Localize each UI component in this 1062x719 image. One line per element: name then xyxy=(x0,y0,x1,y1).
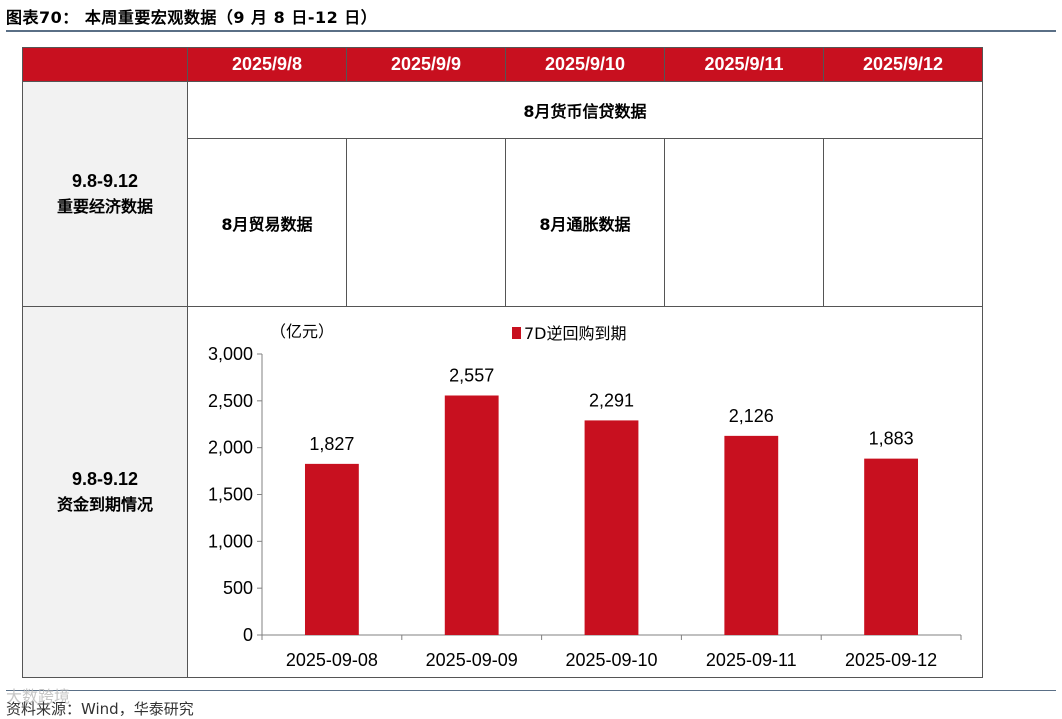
figure-title: 图表70： 本周重要宏观数据（9 月 8 日-12 日） xyxy=(6,8,378,27)
legend-swatch xyxy=(512,327,521,339)
econ-cell xyxy=(823,138,983,307)
econ-row-label-dates: 9.8-9.12 xyxy=(71,171,139,191)
column-header: 2025/9/12 xyxy=(823,47,983,82)
econ-cell: 8月贸易数据 xyxy=(187,138,347,307)
y-tick-label: 1,500 xyxy=(208,485,253,505)
footer-rule xyxy=(6,690,1056,691)
chart-legend: 7D逆回购到期 xyxy=(512,324,627,343)
x-tick-label: 2025-09-12 xyxy=(845,650,937,670)
econ-cell xyxy=(346,138,506,307)
y-tick-label: 500 xyxy=(223,578,253,598)
header-row: 2025/9/8 2025/9/9 2025/9/10 2025/9/11 20… xyxy=(22,47,983,82)
monetary-credit-cell: 8月货币信贷数据 xyxy=(187,81,983,139)
x-tick-label: 2025-09-10 xyxy=(565,650,657,670)
macro-data-table: 2025/9/8 2025/9/9 2025/9/10 2025/9/11 20… xyxy=(22,47,983,678)
data-labels: 1,827 2,557 2,291 2,126 1,883 xyxy=(309,365,913,453)
econ-data-row-bottom: 8月贸易数据 8月通胀数据 xyxy=(23,138,983,307)
econ-cell: 8月通胀数据 xyxy=(505,138,665,307)
legend-label: 7D逆回购到期 xyxy=(524,324,627,343)
source-note: 资料来源：Wind，华泰研究 xyxy=(6,700,194,718)
econ-cell xyxy=(664,138,824,307)
x-tick-label: 2025-09-08 xyxy=(286,650,378,670)
data-label: 2,126 xyxy=(729,406,774,426)
funds-row-label: 9.8-9.12 资金到期情况 xyxy=(22,306,188,678)
data-label: 2,557 xyxy=(449,365,494,385)
bar xyxy=(864,458,919,635)
funds-row-label-text: 资金到期情况 xyxy=(56,495,153,514)
y-tick-label: 0 xyxy=(243,625,253,645)
funds-row: 9.8-9.12 资金到期情况 （亿元） 7D逆回购到期 0 500 1,000 1,… xyxy=(22,306,983,678)
x-tick-label: 2025-09-09 xyxy=(426,650,518,670)
econ-row-label-text: 重要经济数据 xyxy=(56,197,153,216)
bar xyxy=(724,435,779,635)
title-rule xyxy=(6,30,1056,32)
data-label: 2,291 xyxy=(589,390,634,410)
funds-row-label-dates: 9.8-9.12 xyxy=(71,469,139,489)
column-header: 2025/9/9 xyxy=(346,47,506,82)
x-tick-label: 2025-09-11 xyxy=(706,650,797,670)
bar xyxy=(444,395,499,635)
y-axis: 0 500 1,000 1,500 2,000 2,500 3,000 xyxy=(208,344,263,645)
bar xyxy=(584,420,639,635)
column-header: 2025/9/11 xyxy=(664,47,824,82)
chart-cell: （亿元） 7D逆回购到期 0 500 1,000 1,500 2,000 2,500 3,0… xyxy=(187,306,983,678)
data-label: 1,883 xyxy=(869,429,914,449)
bar-series xyxy=(304,395,919,635)
econ-data-row-top: 9.8-9.12 重要经济数据 8月货币信贷数据 xyxy=(22,81,983,307)
y-tick-label: 3,000 xyxy=(208,344,253,364)
econ-row-label: 9.8-9.12 重要经济数据 xyxy=(22,81,188,307)
y-tick-label: 1,000 xyxy=(208,531,253,551)
x-axis: 2025-09-08 2025-09-09 2025-09-10 2025-09-11… xyxy=(261,634,962,670)
column-header: 2025/9/10 xyxy=(505,47,665,82)
data-label: 1,827 xyxy=(309,434,354,454)
bar-chart: （亿元） 7D逆回购到期 0 500 1,000 1,500 2,000 2,500 3,0… xyxy=(208,322,962,670)
header-corner xyxy=(22,47,188,82)
y-tick-label: 2,000 xyxy=(208,438,253,458)
column-header: 2025/9/8 xyxy=(187,47,347,82)
y-tick-label: 2,500 xyxy=(208,391,253,411)
watermark: 大数跨境 xyxy=(6,689,71,706)
bar xyxy=(304,463,359,635)
y-axis-unit-label: （亿元） xyxy=(270,322,334,341)
